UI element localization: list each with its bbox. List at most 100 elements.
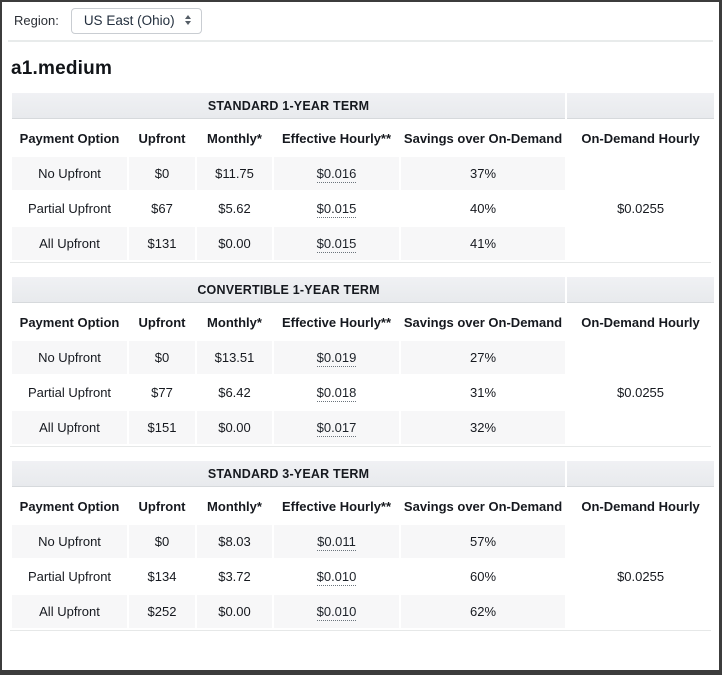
page-title: a1.medium: [11, 58, 113, 79]
divider: [8, 40, 713, 42]
effective-hourly-cell: $0.015: [274, 227, 399, 260]
effective-hourly-cell: $0.018: [274, 376, 399, 409]
chevron-updown-icon: [184, 15, 191, 25]
upfront-cell: $67: [129, 192, 195, 225]
savings-cell: 41%: [401, 227, 566, 260]
monthly-cell: $8.03: [197, 525, 272, 558]
col-header-effective-hourly: Effective Hourly**: [274, 489, 399, 523]
table-row: No Upfront $0 $13.51 $0.019 27% $0.0255: [12, 341, 715, 444]
effective-hourly-cell: $0.016: [274, 157, 399, 190]
effective-hourly-link[interactable]: $0.010: [316, 569, 357, 586]
on-demand-hourly-cell: $0.0255: [567, 525, 715, 628]
effective-hourly-cell: $0.015: [274, 192, 399, 225]
table-row: All Upfront $151 $0.00 $0.017 32%: [12, 411, 714, 444]
pricing-table-standard-3yr: STANDARD 3-YEAR TERM Payment Option Upfr…: [10, 459, 715, 631]
col-header-upfront: Upfront: [129, 305, 195, 339]
table-row: Partial Upfront $134 $3.72 $0.010 60%: [12, 560, 714, 593]
upfront-cell: $151: [129, 411, 195, 444]
col-header-upfront: Upfront: [129, 489, 195, 523]
section-header-row: CONVERTIBLE 1-YEAR TERM: [12, 277, 715, 303]
col-header-monthly: Monthly*: [197, 305, 272, 339]
section-title-spacer: [567, 461, 715, 487]
on-demand-hourly-cell: $0.0255: [567, 341, 715, 444]
monthly-cell: $0.00: [197, 595, 272, 628]
col-header-on-demand-hourly: On-Demand Hourly: [567, 121, 715, 155]
monthly-cell: $13.51: [197, 341, 272, 374]
section-header-row: STANDARD 3-YEAR TERM: [12, 461, 715, 487]
col-header-effective-hourly: Effective Hourly**: [274, 305, 399, 339]
effective-hourly-link[interactable]: $0.017: [316, 420, 357, 437]
table-row: Partial Upfront $67 $5.62 $0.015 40%: [12, 192, 714, 225]
upfront-cell: $134: [129, 560, 195, 593]
effective-hourly-cell: $0.019: [274, 341, 399, 374]
payment-option-cell: No Upfront: [12, 525, 127, 558]
col-header-monthly: Monthly*: [197, 489, 272, 523]
column-header-row: Payment Option Upfront Monthly* Effectiv…: [12, 489, 715, 523]
col-header-savings: Savings over On-Demand: [401, 121, 566, 155]
payment-option-cell: All Upfront: [12, 595, 127, 628]
payment-option-cell: All Upfront: [12, 411, 127, 444]
upfront-cell: $0: [129, 525, 195, 558]
pricing-table-standard-1yr: STANDARD 1-YEAR TERM Payment Option Upfr…: [10, 91, 715, 263]
monthly-cell: $0.00: [197, 411, 272, 444]
col-header-on-demand-hourly: On-Demand Hourly: [567, 489, 715, 523]
effective-hourly-link[interactable]: $0.015: [316, 201, 357, 218]
region-bar: Region: US East (Ohio): [2, 2, 719, 40]
payment-option-cell: All Upfront: [12, 227, 127, 260]
col-header-savings: Savings over On-Demand: [401, 305, 566, 339]
savings-cell: 60%: [401, 560, 566, 593]
upfront-cell: $0: [129, 341, 195, 374]
column-header-row: Payment Option Upfront Monthly* Effectiv…: [12, 305, 715, 339]
table-row: No Upfront $0 $11.75 $0.016 37% $0.0255: [12, 157, 715, 260]
savings-cell: 31%: [401, 376, 566, 409]
effective-hourly-link[interactable]: $0.011: [317, 534, 356, 551]
effective-hourly-cell: $0.011: [274, 525, 399, 558]
col-header-payment-option: Payment Option: [12, 121, 127, 155]
col-header-savings: Savings over On-Demand: [401, 489, 566, 523]
savings-cell: 40%: [401, 192, 566, 225]
upfront-cell: $131: [129, 227, 195, 260]
monthly-cell: $0.00: [197, 227, 272, 260]
upfront-cell: $77: [129, 376, 195, 409]
effective-hourly-cell: $0.010: [274, 560, 399, 593]
effective-hourly-link[interactable]: $0.016: [316, 166, 357, 183]
table-row: All Upfront $131 $0.00 $0.015 41%: [12, 227, 714, 260]
upfront-cell: $0: [129, 157, 195, 190]
region-select-value: US East (Ohio): [83, 12, 175, 28]
effective-hourly-cell: $0.010: [274, 595, 399, 628]
savings-cell: 32%: [401, 411, 566, 444]
payment-option-cell: No Upfront: [12, 341, 127, 374]
payment-option-cell: Partial Upfront: [12, 376, 127, 409]
savings-cell: 57%: [401, 525, 566, 558]
monthly-cell: $11.75: [197, 157, 272, 190]
col-header-payment-option: Payment Option: [12, 305, 127, 339]
col-header-payment-option: Payment Option: [12, 489, 127, 523]
payment-option-cell: Partial Upfront: [12, 560, 127, 593]
pricing-table-convertible-1yr: CONVERTIBLE 1-YEAR TERM Payment Option U…: [10, 275, 715, 447]
table-row: All Upfront $252 $0.00 $0.010 62%: [12, 595, 714, 628]
payment-option-cell: Partial Upfront: [12, 192, 127, 225]
payment-option-cell: No Upfront: [12, 157, 127, 190]
section-header-row: STANDARD 1-YEAR TERM: [12, 93, 715, 119]
savings-cell: 27%: [401, 341, 566, 374]
monthly-cell: $3.72: [197, 560, 272, 593]
savings-cell: 62%: [401, 595, 566, 628]
table-row: No Upfront $0 $8.03 $0.011 57% $0.0255: [12, 525, 715, 628]
upfront-cell: $252: [129, 595, 195, 628]
section-title-spacer: [567, 93, 715, 119]
col-header-monthly: Monthly*: [197, 121, 272, 155]
effective-hourly-link[interactable]: $0.010: [316, 604, 357, 621]
monthly-cell: $5.62: [197, 192, 272, 225]
effective-hourly-link[interactable]: $0.018: [316, 385, 357, 402]
effective-hourly-link[interactable]: $0.019: [316, 350, 357, 367]
effective-hourly-link[interactable]: $0.015: [316, 236, 357, 253]
col-header-on-demand-hourly: On-Demand Hourly: [567, 305, 715, 339]
region-select[interactable]: US East (Ohio): [70, 7, 202, 34]
effective-hourly-cell: $0.017: [274, 411, 399, 444]
table-row: Partial Upfront $77 $6.42 $0.018 31%: [12, 376, 714, 409]
region-label: Region:: [14, 13, 59, 28]
monthly-cell: $6.42: [197, 376, 272, 409]
on-demand-hourly-cell: $0.0255: [567, 157, 715, 260]
section-title: CONVERTIBLE 1-YEAR TERM: [12, 277, 566, 303]
